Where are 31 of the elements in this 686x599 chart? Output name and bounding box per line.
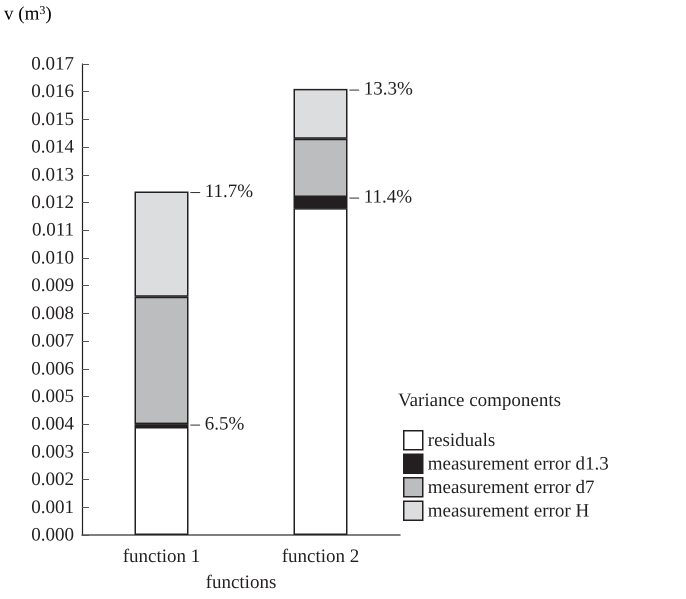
y-tick-label: 0.008: [31, 302, 74, 324]
y-tick-label: 0.012: [31, 192, 74, 214]
y-tick-label: 0.010: [31, 247, 74, 268]
y-tick-label: 0.017: [31, 54, 74, 74]
y-tick-label: 0.007: [31, 330, 74, 352]
y-tick-label: 0.003: [31, 441, 74, 462]
y-tick-label: 0.009: [31, 275, 74, 296]
y-tick-label: 0.001: [31, 496, 74, 518]
bar: [134, 426, 188, 535]
y-tick-label: 0.004: [31, 414, 74, 435]
y-tick-label: 0.016: [31, 81, 74, 102]
y-tick-label: 0.002: [31, 469, 74, 490]
y-tick-label: 0.011: [32, 220, 74, 241]
legend-label: residuals: [428, 430, 496, 451]
annotation: – 13.3%: [348, 78, 413, 100]
y-tick-label: 0.005: [31, 386, 74, 407]
legend-label: measurement error d1.3: [428, 453, 609, 474]
legend-title: Variance components: [398, 390, 562, 411]
y-tick-label: 0.000: [31, 524, 74, 546]
y-tick-label: 0.014: [31, 136, 74, 158]
annotation: – 11.7%: [190, 180, 254, 202]
legend-label: measurement error H: [428, 500, 590, 522]
x-tick-label: function 2: [282, 546, 360, 567]
legend-label: measurement error d7: [428, 476, 594, 498]
y-tick-label: 0.006: [31, 358, 74, 380]
x-tick-label: function 1: [122, 546, 200, 567]
y-tick-label: 0.015: [31, 108, 74, 130]
annotation: – 6.5%: [190, 414, 244, 435]
y-tick-label: 0.013: [31, 164, 74, 186]
annotation: – 11.4%: [348, 186, 412, 208]
x-axis-title: functions: [206, 572, 276, 593]
